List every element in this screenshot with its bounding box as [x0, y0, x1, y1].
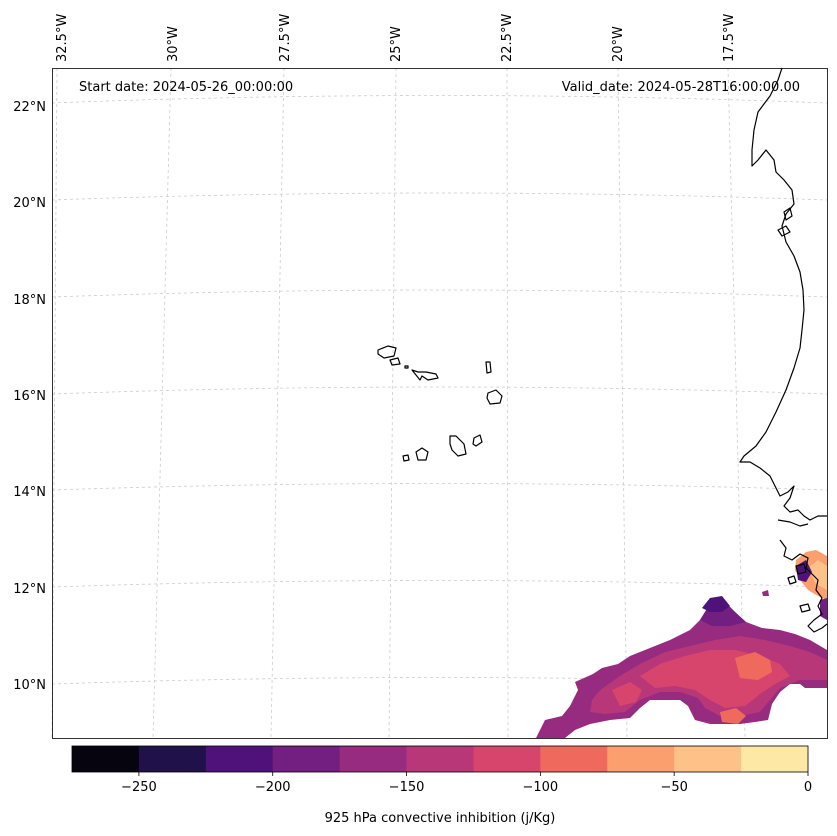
- gridline-lat: [51, 289, 828, 298]
- gambia-coast: [777, 519, 809, 527]
- start-date-label: Start date: 2024-05-26_00:00:00: [79, 80, 293, 95]
- lon-tick-label: 25°W: [389, 26, 404, 62]
- bijagos-island: [787, 575, 797, 585]
- cin-region-small: [762, 590, 769, 596]
- santa-luzia: [404, 365, 409, 369]
- colorbar-swatch: [741, 746, 809, 772]
- coastal-island: [777, 225, 791, 237]
- cin-region-warmer: [612, 682, 642, 706]
- cin-region-warmer: [720, 708, 746, 724]
- lon-tick-label: 20°W: [611, 26, 626, 62]
- gridline-lon: [388, 67, 397, 739]
- coastlines: [377, 67, 828, 633]
- lat-tick-labels: 22°N 20°N 18°N 16°N 14°N 12°N 10°N: [13, 100, 46, 693]
- sao-nicolau: [411, 369, 439, 381]
- valid-date-label: Valid_date: 2024-05-28T16:00:00.00: [562, 80, 800, 95]
- lon-tick-label: 22.5°W: [500, 14, 515, 62]
- colorbar: −250 −200 −150 −100 −50 0 925 hPa convective …: [71, 745, 812, 826]
- colorbar-swatch: [473, 746, 541, 772]
- lat-tick-label: 14°N: [13, 485, 46, 500]
- gridline-lat: [51, 677, 828, 685]
- lon-tick-label: 30°W: [166, 26, 181, 62]
- coastal-island: [783, 207, 793, 221]
- santo-antao: [377, 345, 397, 359]
- colorbar-swatches: [72, 746, 809, 772]
- colorbar-swatch: [540, 746, 608, 772]
- cin-region-coast-inner: [808, 560, 827, 590]
- sao-vicente: [389, 357, 401, 366]
- colorbar-swatch: [674, 746, 742, 772]
- gridline-lon: [270, 67, 285, 739]
- colorbar-swatch: [607, 746, 675, 772]
- lat-tick-label: 22°N: [13, 100, 46, 115]
- gridline-lon: [617, 67, 628, 739]
- gridline-lat: [51, 95, 828, 104]
- colorbar-tick-label: −200: [255, 780, 291, 795]
- colorbar-tick-label: −250: [121, 780, 157, 795]
- lat-tick-label: 20°N: [13, 196, 46, 211]
- bijagos-island: [799, 603, 811, 613]
- gridline-lon: [152, 67, 172, 739]
- bijagos-island: [795, 563, 807, 575]
- colorbar-swatch: [406, 746, 474, 772]
- colorbar-ticks: −250 −200 −150 −100 −50 0: [121, 772, 812, 795]
- gridline-lat: [51, 483, 828, 491]
- lon-tick-labels: 32.5°W 30°W 27.5°W 25°W 22.5°W 20°W 17.5…: [55, 14, 737, 62]
- lon-tick-label: 27.5°W: [278, 14, 293, 62]
- maio: [472, 434, 483, 447]
- gridline-lat: [51, 386, 828, 395]
- colorbar-tick-label: −150: [389, 780, 425, 795]
- santiago: [449, 435, 467, 457]
- boa-vista: [486, 389, 503, 405]
- colorbar-swatch: [138, 746, 207, 772]
- colorbar-frame: [71, 745, 809, 773]
- cin-region-coast-south: [820, 598, 827, 620]
- colorbar-swatch: [339, 746, 408, 772]
- colorbar-swatch: [272, 746, 341, 772]
- guinea-bissau-coast: [779, 539, 828, 633]
- colorbar-swatch: [205, 746, 274, 772]
- lat-tick-label: 10°N: [13, 678, 46, 693]
- gridline-lon: [506, 67, 509, 739]
- convective-inhibition-field: [536, 550, 827, 738]
- colorbar-tick-label: 0: [804, 780, 812, 795]
- lat-tick-label: 18°N: [13, 293, 46, 308]
- lon-tick-label: 17.5°W: [722, 14, 737, 62]
- fogo: [415, 447, 429, 461]
- map-frame: [52, 68, 828, 739]
- sal: [485, 361, 492, 374]
- colorbar-tick-label: −100: [523, 780, 559, 795]
- lon-tick-label: 32.5°W: [55, 14, 70, 62]
- colorbar-label: 925 hPa convective inhibition (j/Kg): [325, 811, 556, 826]
- colorbar-tick-label: −50: [660, 780, 687, 795]
- lat-tick-label: 12°N: [13, 582, 46, 597]
- lat-tick-label: 16°N: [13, 389, 46, 404]
- colorbar-swatch: [72, 746, 140, 772]
- gridline-lat: [51, 192, 828, 201]
- west-africa-coastline: [739, 67, 827, 521]
- gridline-lat: [51, 580, 828, 588]
- cin-region-dark: [702, 596, 730, 612]
- brava: [402, 454, 410, 462]
- cin-region-warmer: [735, 652, 772, 680]
